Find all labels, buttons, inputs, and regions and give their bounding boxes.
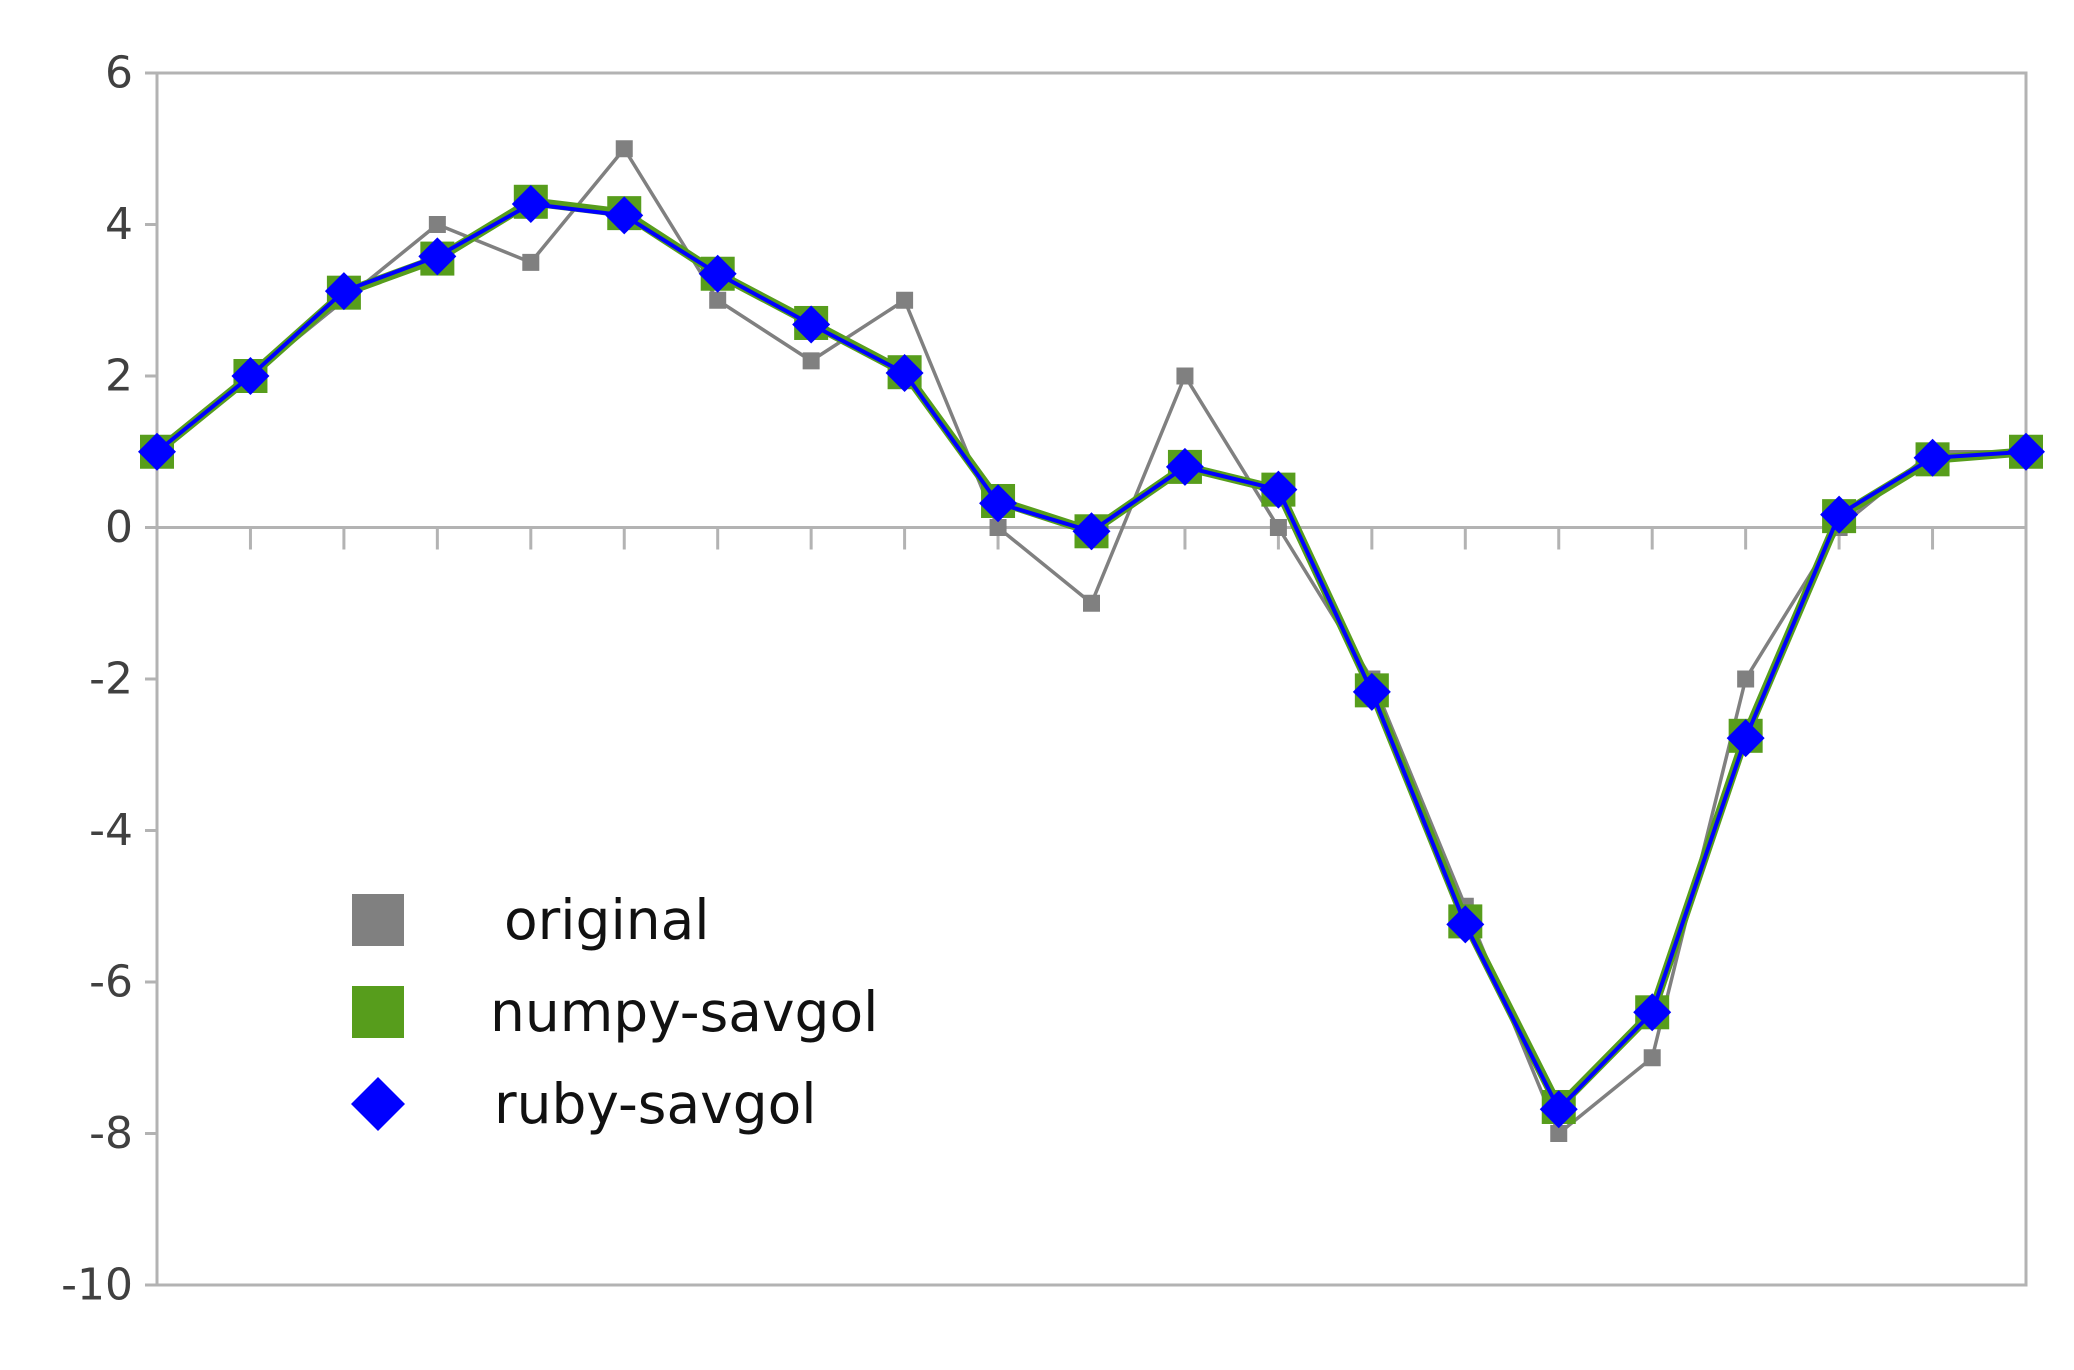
- data-point: [1550, 1125, 1568, 1142]
- legend-label-original: original: [504, 888, 710, 952]
- data-point: [1820, 495, 1859, 534]
- data-point: [138, 432, 176, 471]
- legend-label-ruby-savgol: ruby-savgol: [494, 1072, 817, 1136]
- data-point: [511, 185, 550, 224]
- data-point: [1726, 719, 1765, 758]
- data-point: [231, 357, 270, 395]
- series-layer: [138, 140, 2045, 1142]
- data-point: [698, 254, 737, 293]
- legend-marker-numpy-savgol: [352, 986, 404, 1038]
- data-point: [1633, 993, 1672, 1032]
- data-point: [1083, 594, 1100, 612]
- data-point: [615, 140, 633, 158]
- data-point: [979, 484, 1018, 523]
- data-point: [1259, 470, 1298, 509]
- data-point: [1165, 447, 1204, 486]
- y-tick-label: -8: [89, 1108, 133, 1159]
- data-point: [989, 519, 1007, 536]
- data-point: [1737, 670, 1755, 688]
- y-tick-label: -10: [61, 1260, 133, 1311]
- data-point: [1352, 672, 1391, 711]
- y-tick-label: 0: [105, 502, 133, 553]
- data-point: [896, 291, 914, 309]
- legend-marker-ruby-savgol: [351, 1077, 405, 1131]
- y-tick-label: 2: [105, 351, 133, 402]
- legend: original numpy-savgol ruby-savgol: [351, 888, 878, 1136]
- data-point: [428, 216, 446, 233]
- data-point: [1072, 512, 1111, 551]
- data-point: [522, 253, 540, 271]
- legend-label-numpy-savgol: numpy-savgol: [490, 980, 878, 1044]
- legend-marker-original: [352, 894, 404, 946]
- y-tick-label: 4: [105, 199, 133, 250]
- data-point: [1176, 367, 1194, 385]
- data-point: [792, 305, 831, 344]
- y-tick-label: -2: [89, 654, 133, 705]
- y-tick-label: -4: [89, 805, 133, 856]
- data-point: [605, 196, 644, 235]
- y-tick-label: -6: [89, 957, 133, 1008]
- data-point: [885, 353, 924, 392]
- data-point: [2007, 432, 2045, 471]
- y-tick-label: 6: [105, 48, 133, 99]
- data-point: [1446, 905, 1485, 944]
- data-point: [324, 272, 363, 311]
- data-point: [1643, 1049, 1661, 1067]
- data-point: [1269, 519, 1287, 536]
- data-point: [1913, 438, 1952, 477]
- series-ruby-savgol: [138, 185, 2045, 1129]
- data-point: [802, 352, 820, 370]
- data-point: [709, 291, 727, 309]
- data-point: [418, 237, 457, 276]
- data-point: [1539, 1090, 1578, 1129]
